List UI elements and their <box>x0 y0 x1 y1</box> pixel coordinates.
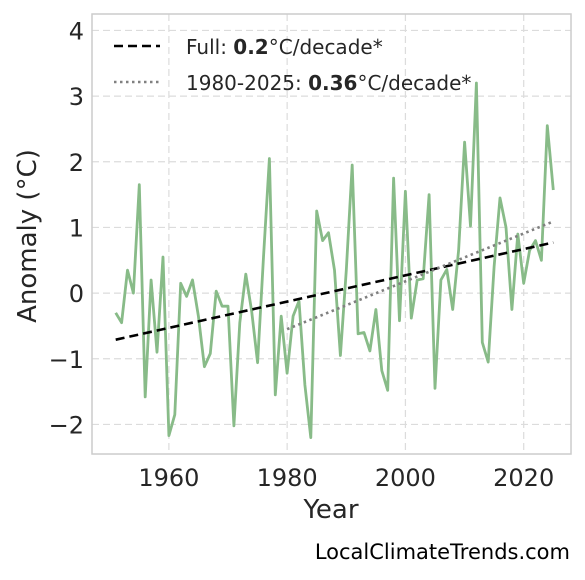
legend-label: Full: 0.2°C/decade* <box>186 35 383 59</box>
x-axis-label: Year <box>302 495 358 525</box>
plot-frame <box>91 13 572 455</box>
y-axis-label: Anomaly (°C) <box>13 149 43 323</box>
y-tick-label: 2 <box>69 149 84 177</box>
x-tick-label: 1980 <box>257 464 318 492</box>
x-tick-label: 2000 <box>375 464 436 492</box>
legend-rate-value: 0.36 <box>308 71 357 95</box>
y-tick-label: 4 <box>69 17 84 45</box>
y-tick-label: 0 <box>69 280 84 308</box>
legend-suffix: °C/decade* <box>269 35 383 59</box>
gridlines <box>92 14 571 454</box>
plot-background <box>92 14 571 454</box>
observed-anomaly-line <box>114 81 555 440</box>
legend-prefix: 1980-2025: <box>186 71 308 95</box>
full-trend-line <box>115 241 554 341</box>
legend-rate-value: 0.2 <box>233 35 268 59</box>
y-tick-label: −1 <box>49 346 84 374</box>
y-tick-label: 3 <box>69 83 84 111</box>
legend: Full: 0.2°C/decade*1980-2025: 0.36°C/dec… <box>114 35 471 95</box>
x-tick-label: 1960 <box>138 464 199 492</box>
y-tick-label: −2 <box>49 411 84 439</box>
legend-label: 1980-2025: 0.36°C/decade* <box>186 71 471 95</box>
tick-labels: 1960 1980 2000 2020 −2 −1 0 1 2 3 4 <box>49 17 555 492</box>
y-tick-label: 1 <box>69 214 84 242</box>
legend-suffix: °C/decade* <box>357 71 471 95</box>
x-tick-label: 2020 <box>493 464 554 492</box>
legend-prefix: Full: <box>186 35 233 59</box>
site-credit: LocalClimateTrends.com <box>314 540 570 564</box>
data-series <box>114 81 555 440</box>
